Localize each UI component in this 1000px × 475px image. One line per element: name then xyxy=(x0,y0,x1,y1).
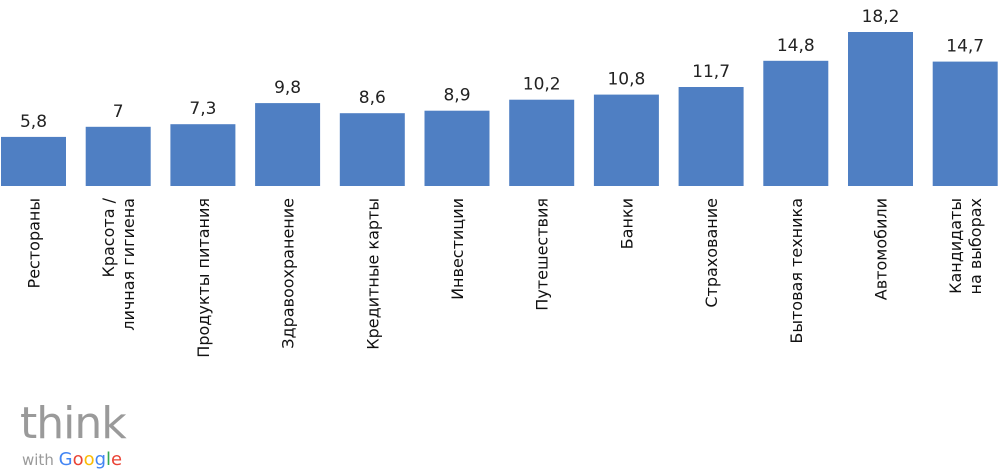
data-label: 14,8 xyxy=(777,36,815,56)
data-label: 7 xyxy=(113,102,124,122)
data-label: 11,7 xyxy=(692,62,730,82)
data-label: 10,2 xyxy=(523,75,561,95)
logo-google-letter: l xyxy=(106,449,112,470)
category-label: Банки xyxy=(617,198,636,249)
bar xyxy=(593,94,659,186)
category-label: Продукты питания xyxy=(194,198,213,358)
category-label: Кандидаты xyxy=(946,198,965,294)
category-label: Инвестиции xyxy=(448,198,467,300)
logo-google-letter: G xyxy=(58,449,73,470)
bar xyxy=(170,124,236,186)
category-label: Рестораны xyxy=(25,198,44,288)
bar xyxy=(678,87,744,186)
data-label: 14,7 xyxy=(946,37,984,57)
data-label: 10,8 xyxy=(607,70,645,90)
category-label: на выборах xyxy=(966,198,985,295)
logo-google-letter: e xyxy=(111,449,123,470)
category-label: Автомобили xyxy=(872,198,891,300)
category-label: Путешествия xyxy=(533,198,552,311)
logo-with-google-text: with Google xyxy=(22,450,122,470)
data-label: 9,8 xyxy=(274,78,301,98)
category-label: личная гигиена xyxy=(119,198,138,331)
think-with-google-logo: think with Google xyxy=(20,400,160,475)
logo-google-letter: o xyxy=(72,449,84,470)
data-label: 5,8 xyxy=(20,112,47,132)
data-label: 18,2 xyxy=(862,7,900,27)
category-label: Здравоохранение xyxy=(279,198,298,349)
bar xyxy=(85,126,151,186)
bar xyxy=(848,32,913,186)
bar xyxy=(509,99,575,186)
category-label: Бытовая техника xyxy=(787,198,806,344)
bar xyxy=(763,60,829,186)
logo-google-letter: g xyxy=(94,449,107,470)
bar xyxy=(424,110,490,186)
bar xyxy=(255,103,321,186)
bar xyxy=(1,136,66,186)
logo-with-word: with xyxy=(22,451,54,469)
category-label: Страхование xyxy=(702,198,721,308)
data-label: 8,9 xyxy=(443,86,470,106)
category-label: Красота / xyxy=(99,197,118,277)
data-label: 8,6 xyxy=(359,88,386,108)
bar xyxy=(339,113,405,186)
bar xyxy=(932,61,998,186)
logo-think-text: think xyxy=(20,398,127,449)
category-label: Кредитные карты xyxy=(363,198,382,350)
data-label: 7,3 xyxy=(189,99,216,119)
logo-google-letter: o xyxy=(83,449,95,470)
